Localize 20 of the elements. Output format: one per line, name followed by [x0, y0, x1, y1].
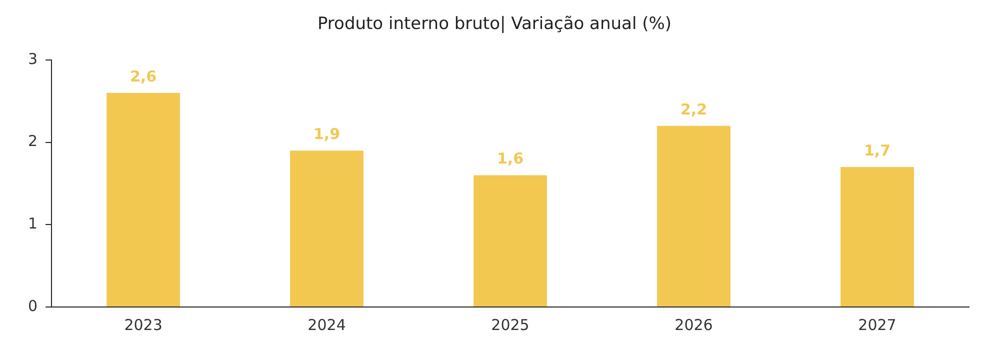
- data-label: 2,2: [680, 100, 708, 118]
- y-tick-label: 2: [28, 132, 38, 150]
- x-tick-label: 2027: [858, 316, 896, 334]
- data-label: 1,6: [496, 150, 524, 168]
- x-tick-label: 2023: [124, 316, 162, 334]
- bar: [474, 175, 547, 306]
- bar: [657, 126, 730, 306]
- y-tick-label: 0: [28, 296, 38, 315]
- x-tick-label: 2026: [674, 316, 713, 334]
- data-label: 1,9: [313, 124, 340, 143]
- bar: [106, 92, 180, 306]
- chart-title: Produto interno bruto| Variação anual (%): [316, 14, 672, 34]
- bar: [840, 167, 914, 306]
- y-tick-label: 1: [28, 214, 38, 233]
- data-label: 2,6: [130, 67, 157, 86]
- x-tick-label: 2024: [308, 316, 346, 334]
- data-label: 1,7: [864, 141, 891, 160]
- y-tick-label: 3: [28, 50, 38, 68]
- bar: [290, 150, 364, 306]
- x-tick-label: 2025: [491, 316, 530, 334]
